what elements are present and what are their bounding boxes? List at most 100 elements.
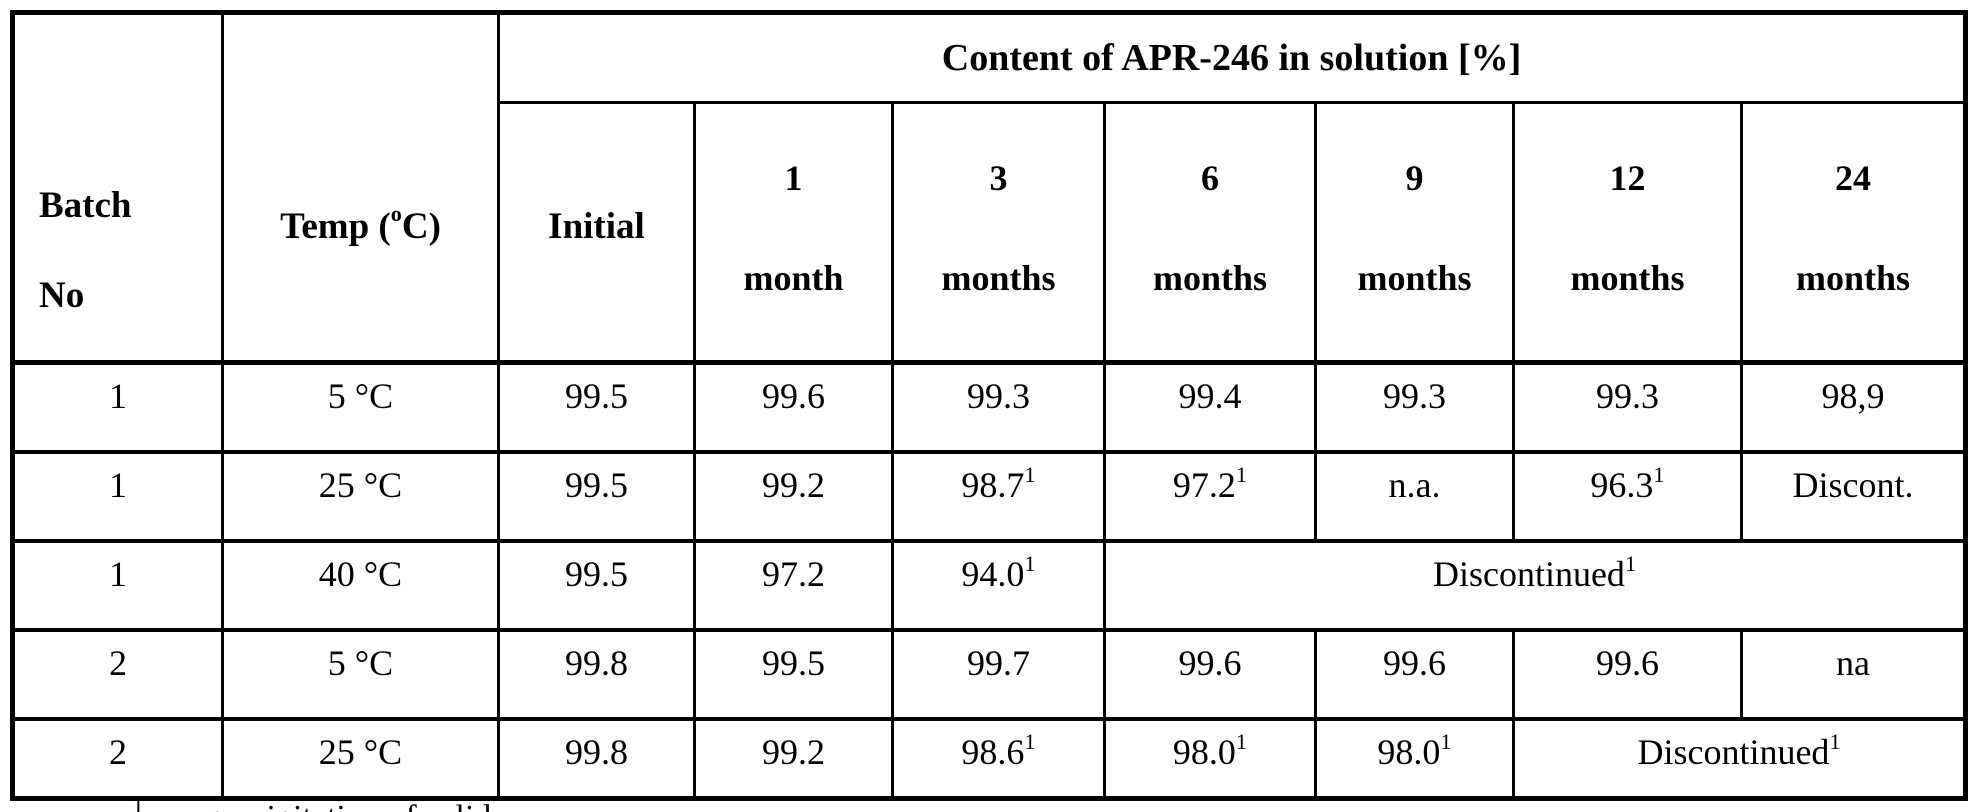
- footnote-ref: 1: [1653, 461, 1665, 487]
- value-text: 99.8: [565, 642, 628, 683]
- footnote-ref: 1: [1024, 550, 1036, 576]
- value-cell: 98,9: [1739, 360, 1968, 454]
- value-cell: 96.31: [1512, 449, 1743, 543]
- value-text: 99.5: [762, 642, 825, 683]
- table-row: 1 5 °C 99.5 99.6 99.3 99.4 99.3 99.3 98,…: [11, 360, 1968, 454]
- value-cell: 99.3: [1314, 360, 1515, 454]
- value-cell: 99.6: [693, 360, 894, 454]
- batch-cell: 2: [11, 627, 224, 721]
- value-text: 99.8: [565, 731, 628, 772]
- value-cell: 99.8: [497, 716, 696, 801]
- footnote: 1 precipitation of solids: [132, 795, 505, 812]
- value-text: 99.3: [1383, 376, 1446, 416]
- header-top-row: Batch No Temp (oC) Content of APR-246 in…: [11, 11, 1968, 364]
- batch-no-header: Batch No: [11, 11, 224, 364]
- footnote-ref: 1: [1024, 461, 1036, 487]
- merged-discontinued-cell: Discontinued1: [1102, 538, 1968, 632]
- batch-cell: 1: [11, 449, 224, 543]
- month-number: 3: [989, 157, 1008, 198]
- temp-cell: 40 °C: [221, 538, 500, 632]
- footnote-ref: 1: [1624, 550, 1637, 576]
- month-header-3: 3 months: [891, 101, 1106, 364]
- value-cell: 98.01: [1103, 716, 1317, 801]
- value-text: 99.6: [1596, 642, 1659, 683]
- footnote-ref: 1: [1235, 461, 1248, 487]
- value-text: na: [1836, 642, 1871, 683]
- stability-table: Batch No Temp (oC) Content of APR-246 in…: [10, 10, 1969, 801]
- value-cell: 99.5: [497, 538, 696, 632]
- table-row: 2 5 °C 99.8 99.5 99.7 99.6 99.6 99.6 na: [11, 627, 1968, 721]
- value-cell: 99.2: [693, 449, 894, 543]
- value-cell: 99.3: [891, 360, 1106, 454]
- value-cell: 99.5: [693, 627, 894, 721]
- value-text: 99.5: [565, 376, 628, 416]
- value-cell: 98.01: [1314, 716, 1515, 801]
- footnote-ref: 1: [1235, 728, 1248, 754]
- month-unit: months: [1152, 257, 1268, 298]
- value-text: 99.5: [565, 464, 628, 505]
- temp-header-sup: o: [390, 200, 402, 226]
- value-text: 99.2: [762, 464, 825, 505]
- value-text: 98.0: [1377, 731, 1441, 772]
- value-text: 96.3: [1590, 464, 1654, 505]
- temp-header-pre: Temp (: [280, 206, 391, 247]
- value-cell: 94.01: [891, 538, 1106, 632]
- value-text: 99.2: [762, 731, 825, 772]
- value-text: Discontinued: [1637, 731, 1830, 772]
- batch-header-line2: No: [39, 275, 85, 317]
- month-number: 1: [784, 157, 803, 198]
- value-text: 98.0: [1172, 731, 1236, 772]
- value-text: Discontinued: [1432, 553, 1625, 594]
- value-text: 94.0: [961, 553, 1025, 594]
- value-cell: 99.4: [1103, 360, 1317, 454]
- value-cell: 99.5: [497, 360, 696, 454]
- value-text: 99.6: [1383, 642, 1446, 683]
- value-cell: 99.7: [891, 627, 1106, 721]
- table-row: 1 40 °C 99.5 97.2 94.01 Discontinued1: [11, 538, 1968, 632]
- value-cell: 99.6: [1314, 627, 1515, 721]
- month-unit: months: [941, 257, 1056, 298]
- temp-header-post: C): [401, 206, 441, 247]
- month-header-12: 12 months: [1512, 101, 1743, 364]
- value-text: 99.3: [967, 376, 1030, 416]
- value-text: 99.4: [1178, 376, 1242, 416]
- footnote-marker: 1: [132, 793, 144, 812]
- value-cell: 98.71: [891, 449, 1106, 543]
- temp-cell: 5 °C: [221, 360, 500, 454]
- value-text: 97.2: [1172, 464, 1236, 505]
- month-unit: months: [1570, 257, 1685, 298]
- value-text: 97.2: [762, 553, 825, 594]
- value-cell: 99.2: [693, 716, 894, 801]
- temp-cell: 25 °C: [221, 449, 500, 543]
- value-text: 99.6: [1178, 642, 1242, 683]
- batch-header-line1: Batch: [39, 184, 132, 226]
- value-cell: n.a.: [1314, 449, 1515, 543]
- footnote-ref: 1: [1440, 728, 1452, 754]
- initial-header: Initial: [497, 101, 696, 364]
- footnote-ref: 1: [1829, 728, 1841, 754]
- temp-cell: 25 °C: [221, 716, 500, 801]
- month-number: 9: [1405, 157, 1424, 198]
- month-number: 12: [1609, 157, 1646, 198]
- value-cell: 97.2: [693, 538, 894, 632]
- header-months-row: Initial 1 month 3 months 6 months 9 mont…: [13, 101, 1968, 364]
- value-text: 99.7: [967, 642, 1030, 683]
- value-text: 98.7: [961, 464, 1025, 505]
- month-header-24: 24 months: [1739, 101, 1968, 364]
- value-cell: Discont.: [1739, 449, 1968, 543]
- batch-cell: 1: [11, 360, 224, 454]
- table-row: 2 25 °C 99.8 99.2 98.61 98.01 98.01 Disc…: [11, 716, 1968, 801]
- merged-discontinued-cell: Discontinued1: [1511, 716, 1968, 801]
- month-header-9: 9 months: [1314, 101, 1515, 364]
- month-unit: month: [743, 257, 844, 298]
- temp-header: Temp (oC): [221, 11, 500, 364]
- value-cell: 98.61: [891, 716, 1106, 801]
- value-cell: 99.6: [1512, 627, 1743, 721]
- month-unit: months: [1357, 257, 1472, 298]
- value-cell: 99.6: [1103, 627, 1317, 721]
- month-number: 6: [1201, 157, 1219, 198]
- value-text: 99.3: [1596, 376, 1659, 416]
- value-cell: 99.3: [1512, 360, 1743, 454]
- batch-cell: 2: [11, 716, 224, 801]
